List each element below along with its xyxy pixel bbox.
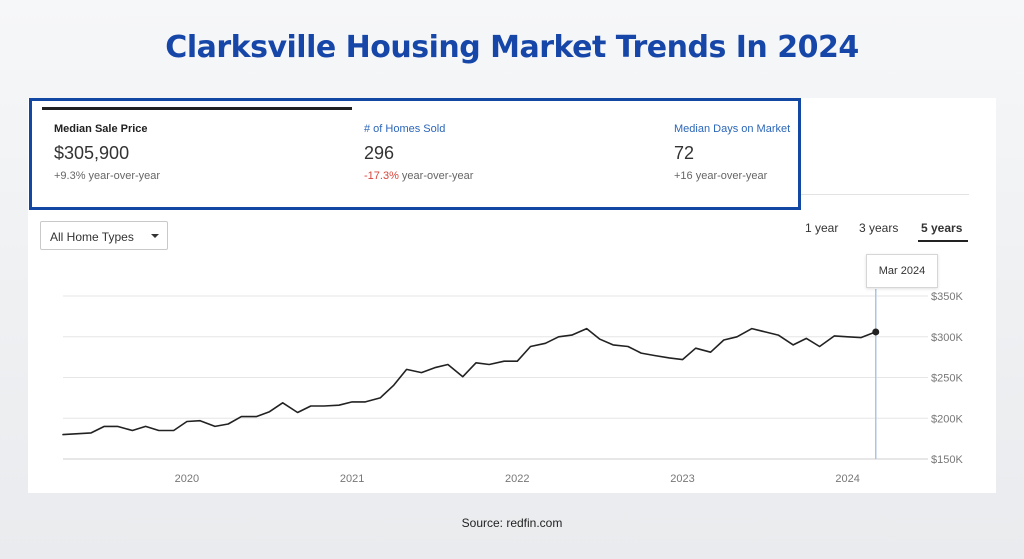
metric-tab-median-sale-price[interactable]: Median Sale Price $305,900 +9.3% year-ov… <box>42 101 352 207</box>
metric-change: +9.3% year-over-year <box>54 170 160 182</box>
y-tick-label: $250K <box>931 373 963 385</box>
metric-change: -17.3% year-over-year <box>364 170 473 182</box>
range-3-years[interactable]: 3 years <box>859 221 899 235</box>
metric-tab-homes-sold[interactable]: # of Homes Sold 296 -17.3% year-over-yea… <box>364 101 644 207</box>
metric-change: +16 year-over-year <box>674 170 767 182</box>
change-value: +16 <box>674 170 693 182</box>
metric-label: Median Days on Market <box>674 123 791 135</box>
metric-tab-days-on-market[interactable]: Median Days on Market 72 +16 year-over-y… <box>674 101 798 207</box>
x-tick-label: 2021 <box>340 473 364 485</box>
dropdown-value: All Home Types <box>50 230 134 244</box>
change-value: +9.3% <box>54 170 86 182</box>
y-tick-label: $350K <box>931 291 963 303</box>
home-type-dropdown[interactable]: All Home Types <box>40 221 168 250</box>
x-tick-label: 2020 <box>175 473 199 485</box>
metric-label: Median Sale Price <box>54 123 148 135</box>
series-line <box>62 327 877 436</box>
change-suffix: year-over-year <box>85 170 161 182</box>
y-tick-label: $300K <box>931 332 963 344</box>
x-tick-label: 2022 <box>505 473 529 485</box>
x-tick-label: 2023 <box>670 473 694 485</box>
change-value: -17.3% <box>364 170 399 182</box>
change-suffix: year-over-year <box>398 170 474 182</box>
active-tab-indicator <box>42 107 352 110</box>
highlight-point <box>872 328 880 336</box>
metric-label: # of Homes Sold <box>364 123 446 135</box>
active-range-indicator <box>918 240 968 242</box>
y-tick-label: $200K <box>931 413 963 425</box>
metric-value: $305,900 <box>54 143 130 163</box>
x-tick-label: 2024 <box>835 473 859 485</box>
y-tick-label: $150K <box>931 454 963 466</box>
metric-value: 72 <box>674 143 695 163</box>
chart-tooltip: Mar 2024 <box>866 254 938 288</box>
divider <box>801 194 969 195</box>
range-5-years[interactable]: 5 years <box>921 221 963 235</box>
metric-value: 296 <box>364 143 395 163</box>
change-suffix: year-over-year <box>692 170 768 182</box>
range-1-year[interactable]: 1 year <box>805 221 839 235</box>
source-caption: Source: redfin.com <box>461 516 563 530</box>
page-title: Clarksville Housing Market Trends In 202… <box>165 30 859 65</box>
caret-down-icon <box>151 234 159 238</box>
metrics-panel: Median Sale Price $305,900 +9.3% year-ov… <box>29 98 801 210</box>
